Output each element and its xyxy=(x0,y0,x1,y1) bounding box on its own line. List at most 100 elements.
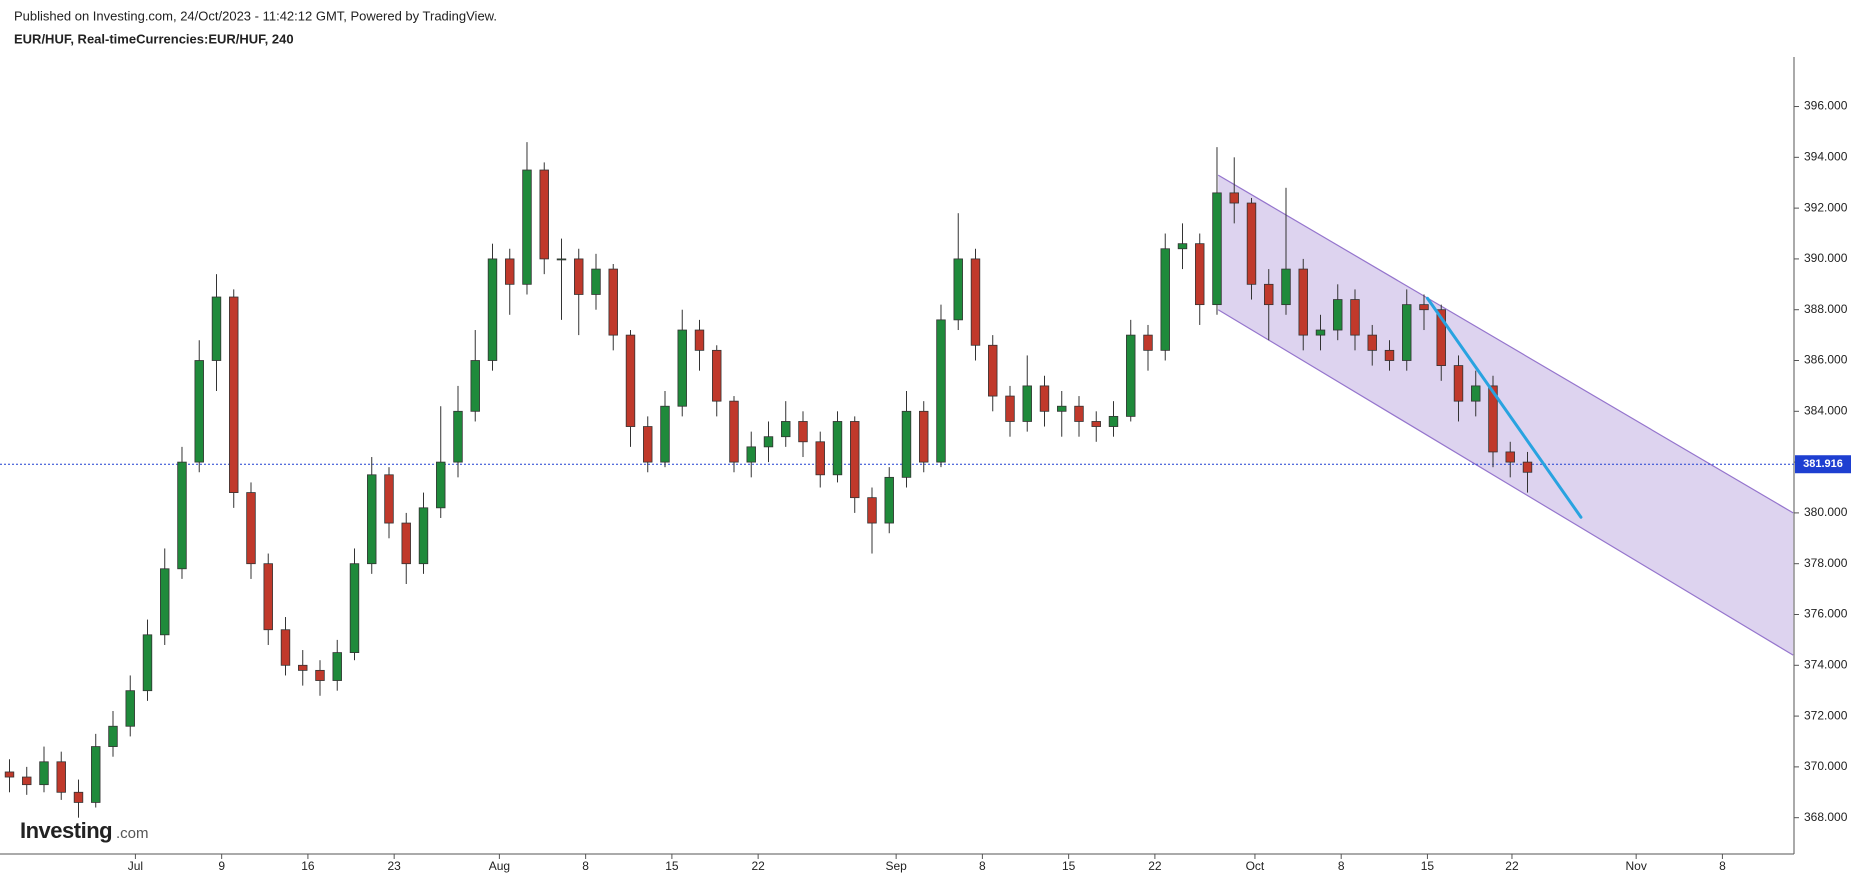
candle-body xyxy=(608,268,618,336)
candle-body xyxy=(211,296,222,361)
logo-suffix: .com xyxy=(116,825,149,842)
logo-brand: Investing xyxy=(20,818,112,843)
candle-body xyxy=(384,474,394,524)
candle-body xyxy=(91,746,101,803)
candle-body xyxy=(953,258,963,321)
candle-body xyxy=(556,258,567,261)
candle-body xyxy=(677,329,687,407)
candle-body xyxy=(418,507,429,565)
channel-area xyxy=(1218,175,1794,656)
y-tick-label: 394.000 xyxy=(1804,149,1848,163)
candle-body xyxy=(229,296,239,493)
candle-body xyxy=(470,360,480,412)
candle-body xyxy=(798,421,808,443)
last-price-label: 381.916 xyxy=(1803,458,1843,470)
candle-body xyxy=(453,410,463,463)
candle-body xyxy=(315,669,325,681)
candle-body xyxy=(22,776,32,786)
x-tick-label: Nov xyxy=(1625,859,1646,873)
candle-body xyxy=(1471,385,1481,402)
candle-body xyxy=(867,497,877,524)
candle-body xyxy=(1143,334,1153,351)
candle-body xyxy=(729,400,739,463)
channel-upper xyxy=(1217,174,1794,514)
candle-body xyxy=(763,436,774,448)
candle-body xyxy=(832,421,843,476)
x-tick-label: 15 xyxy=(665,859,679,873)
candle-body xyxy=(401,522,411,565)
candle-body xyxy=(919,410,929,463)
candle-body xyxy=(349,563,360,653)
candle-body xyxy=(1074,405,1084,422)
candle-body xyxy=(298,664,308,671)
candle-body xyxy=(1367,334,1377,351)
y-tick-label: 388.000 xyxy=(1804,302,1848,316)
candle-body xyxy=(1350,299,1360,336)
candle-body xyxy=(1039,385,1050,412)
candle-body xyxy=(643,426,653,463)
y-tick-label: 376.000 xyxy=(1804,607,1848,621)
x-tick-label: 8 xyxy=(979,859,986,873)
candle-body xyxy=(1126,334,1136,417)
candle-body xyxy=(1522,461,1533,473)
x-tick-label: 8 xyxy=(1338,859,1345,873)
candle-body xyxy=(1022,385,1032,422)
candle-body xyxy=(660,405,670,463)
candle-body xyxy=(1333,299,1343,331)
x-tick-label: Aug xyxy=(489,859,510,873)
x-tick-label: 23 xyxy=(387,859,401,873)
candle-body xyxy=(436,461,446,509)
candle-body xyxy=(694,329,705,351)
candle-body xyxy=(1160,248,1170,351)
y-tick-label: 392.000 xyxy=(1804,200,1848,214)
candle-body xyxy=(1488,385,1498,453)
x-tick-label: Oct xyxy=(1246,859,1265,873)
candle-body xyxy=(125,690,135,727)
last-price-box xyxy=(1795,455,1851,474)
x-tick-label: Sep xyxy=(885,859,907,873)
candle-body xyxy=(901,410,912,478)
candle-body xyxy=(1246,202,1257,285)
candle-body xyxy=(1436,309,1446,366)
candle-body xyxy=(367,474,377,565)
trendline xyxy=(1425,296,1583,519)
candle-body xyxy=(591,268,601,295)
y-tick-label: 390.000 xyxy=(1804,251,1848,265)
candle-body xyxy=(1091,421,1101,427)
candle-body xyxy=(574,258,584,295)
candle-body xyxy=(712,349,722,402)
x-tick-label: 22 xyxy=(1505,859,1519,873)
y-tick-label: 386.000 xyxy=(1804,353,1848,367)
candle-body xyxy=(1281,268,1291,306)
candle-body xyxy=(177,461,187,570)
candle-body xyxy=(522,169,532,285)
candle-body xyxy=(746,446,756,463)
y-tick-label: 368.000 xyxy=(1804,810,1848,824)
published-line: Published on Investing.com, 24/Oct/2023 … xyxy=(14,8,497,23)
candle-body xyxy=(160,568,170,636)
candle-body xyxy=(936,319,946,463)
y-tick-label: 370.000 xyxy=(1804,759,1848,773)
candle-body xyxy=(1298,268,1308,336)
candle-body xyxy=(194,360,204,463)
x-tick-label: 16 xyxy=(301,859,315,873)
candle-body xyxy=(1505,451,1515,463)
candle-body xyxy=(1212,192,1222,306)
candle-body xyxy=(970,258,981,346)
x-tick-label: 15 xyxy=(1421,859,1435,873)
candle-body xyxy=(246,492,256,565)
candle-body xyxy=(73,791,84,803)
candle-body xyxy=(988,344,998,397)
x-tick-label: 15 xyxy=(1062,859,1076,873)
x-tick-label: Jul xyxy=(128,859,143,873)
candle-body xyxy=(505,258,515,285)
candle-body xyxy=(1177,243,1188,250)
y-tick-label: 378.000 xyxy=(1804,556,1848,570)
candle-body xyxy=(280,629,291,666)
candle-body xyxy=(781,421,791,438)
x-tick-label: 22 xyxy=(751,859,765,873)
candle-body xyxy=(1315,329,1326,336)
candle-body xyxy=(884,476,894,524)
